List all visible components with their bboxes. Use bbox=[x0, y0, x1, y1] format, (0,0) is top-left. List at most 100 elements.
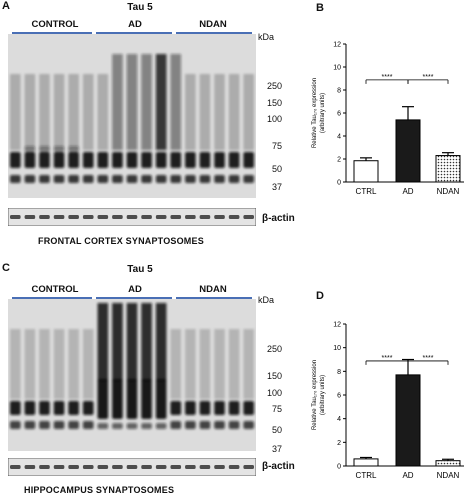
blot-c-lane bbox=[170, 329, 182, 429]
blot-a-actin-label: β-actin bbox=[262, 213, 295, 224]
panel-letter-d: D bbox=[316, 290, 324, 302]
actin-band bbox=[126, 215, 138, 219]
y-axis-label: Relative Tau₁₇₆ expression bbox=[312, 360, 318, 430]
blot-a-marker-37: 37 bbox=[271, 182, 282, 192]
x-tick-label: CTRL bbox=[356, 187, 377, 196]
y-tick-label: 8 bbox=[337, 369, 341, 376]
y-axis-label: (arbitrary units) bbox=[320, 93, 326, 133]
bar-chart-b: 0 2 4 6 8 10 12 Relative Tau₁₇₆ expression (arbi… bbox=[312, 42, 464, 196]
blot-a-ad-line bbox=[96, 32, 172, 34]
blot-c-lane bbox=[97, 303, 109, 429]
blot-a-title: Tau 5 bbox=[127, 2, 153, 13]
blot-c-lane bbox=[82, 329, 94, 429]
y-tick-label: 8 bbox=[337, 88, 341, 95]
blot-a-lane bbox=[141, 54, 152, 183]
blot-c-lane bbox=[185, 329, 196, 429]
blot-a-lane bbox=[170, 54, 182, 183]
y-tick-label: 0 bbox=[337, 464, 341, 471]
actin-band bbox=[243, 465, 254, 469]
blot-c-lane bbox=[199, 329, 211, 429]
y-tick-label: 4 bbox=[337, 416, 341, 423]
actin-band bbox=[112, 215, 123, 219]
blot-a-kda-label: kDa bbox=[258, 32, 275, 42]
significance-label: **** bbox=[423, 74, 434, 81]
blot-c-group-ndan: NDAN bbox=[199, 284, 227, 295]
blot-c-lane bbox=[68, 329, 79, 429]
y-tick-label: 10 bbox=[333, 345, 341, 352]
actin-band bbox=[141, 215, 152, 219]
actin-band bbox=[39, 465, 50, 469]
blot-c-lane bbox=[10, 329, 21, 429]
blot-a-lane bbox=[82, 74, 94, 183]
blot-c-actin-label: β-actin bbox=[262, 461, 295, 472]
significance-label: **** bbox=[382, 355, 393, 362]
x-tick-label: NDAN bbox=[437, 187, 460, 196]
actin-band bbox=[10, 215, 21, 219]
blot-c-lane bbox=[39, 329, 50, 429]
blot-a-marker-250: 250 bbox=[266, 81, 282, 91]
blot-c-marker-37: 37 bbox=[271, 444, 282, 454]
y-tick-label: 6 bbox=[337, 393, 341, 400]
blot-a-group-ndan: NDAN bbox=[199, 19, 227, 30]
blot-a-marker-50: 50 bbox=[271, 164, 282, 174]
y-tick-label: 6 bbox=[337, 111, 341, 118]
blot-a-lane bbox=[228, 74, 240, 183]
blot-c-marker-100: 100 bbox=[266, 388, 282, 398]
actin-band bbox=[199, 465, 211, 469]
bar-ad bbox=[395, 119, 421, 183]
actin-band bbox=[170, 215, 182, 219]
x-tick-label: AD bbox=[402, 187, 413, 196]
y-tick-label: 2 bbox=[337, 440, 341, 447]
bar-ndan bbox=[435, 460, 461, 467]
y-tick-label: 2 bbox=[337, 157, 341, 164]
y-tick-label: 12 bbox=[333, 42, 341, 49]
blot-c-lane bbox=[112, 303, 123, 429]
actin-band bbox=[39, 215, 50, 219]
blot-a-lane bbox=[126, 54, 138, 183]
y-axis-label: (arbitrary units) bbox=[320, 375, 326, 415]
y-tick-label: 10 bbox=[333, 65, 341, 72]
blot-c-marker-250: 250 bbox=[266, 344, 282, 354]
actin-band bbox=[170, 465, 182, 469]
blot-a-lane bbox=[214, 74, 225, 183]
y-tick-label: 12 bbox=[333, 322, 341, 329]
blot-c-marker-150: 150 bbox=[266, 371, 282, 381]
x-tick-label: CTRL bbox=[356, 471, 377, 480]
blot-c-lane bbox=[126, 303, 138, 429]
blot-c-lane bbox=[228, 329, 240, 429]
blot-a-lane bbox=[24, 74, 36, 183]
blot-c-marker-75: 75 bbox=[271, 404, 282, 414]
blot-a-lane bbox=[185, 74, 196, 183]
actin-band bbox=[141, 465, 152, 469]
y-tick-label: 0 bbox=[337, 180, 341, 187]
actin-band bbox=[243, 215, 254, 219]
actin-band bbox=[185, 465, 196, 469]
actin-band bbox=[97, 215, 109, 219]
actin-band bbox=[214, 465, 225, 469]
blot-a-group-ad: AD bbox=[128, 19, 142, 30]
blot-a-marker-75: 75 bbox=[271, 141, 282, 151]
blot-c-lane bbox=[243, 329, 254, 429]
bar-ctrl bbox=[353, 160, 379, 183]
blot-a-lane bbox=[155, 54, 167, 183]
blot-a-ndan-line bbox=[176, 32, 252, 34]
actin-band bbox=[199, 215, 211, 219]
actin-band bbox=[228, 215, 240, 219]
blot-a-lane bbox=[68, 74, 79, 183]
blot-c-lane bbox=[155, 303, 167, 429]
actin-band bbox=[82, 215, 94, 219]
bar-ndan bbox=[435, 155, 461, 183]
blot-a-control-line bbox=[12, 32, 92, 34]
beta-actin-blot-a bbox=[8, 208, 256, 226]
blot-a-lane bbox=[53, 74, 65, 183]
actin-band bbox=[68, 465, 79, 469]
actin-band bbox=[112, 465, 123, 469]
beta-actin-blot-c bbox=[8, 458, 256, 476]
blot-c-lane bbox=[214, 329, 225, 429]
panel-letter-b: B bbox=[316, 2, 324, 14]
blot-c-marker-50: 50 bbox=[271, 425, 282, 435]
actin-band bbox=[82, 465, 94, 469]
blot-c-control-line bbox=[12, 297, 92, 299]
actin-band bbox=[10, 465, 21, 469]
blot-a-caption: FRONTAL CORTEX SYNAPTOSOMES bbox=[38, 236, 204, 246]
